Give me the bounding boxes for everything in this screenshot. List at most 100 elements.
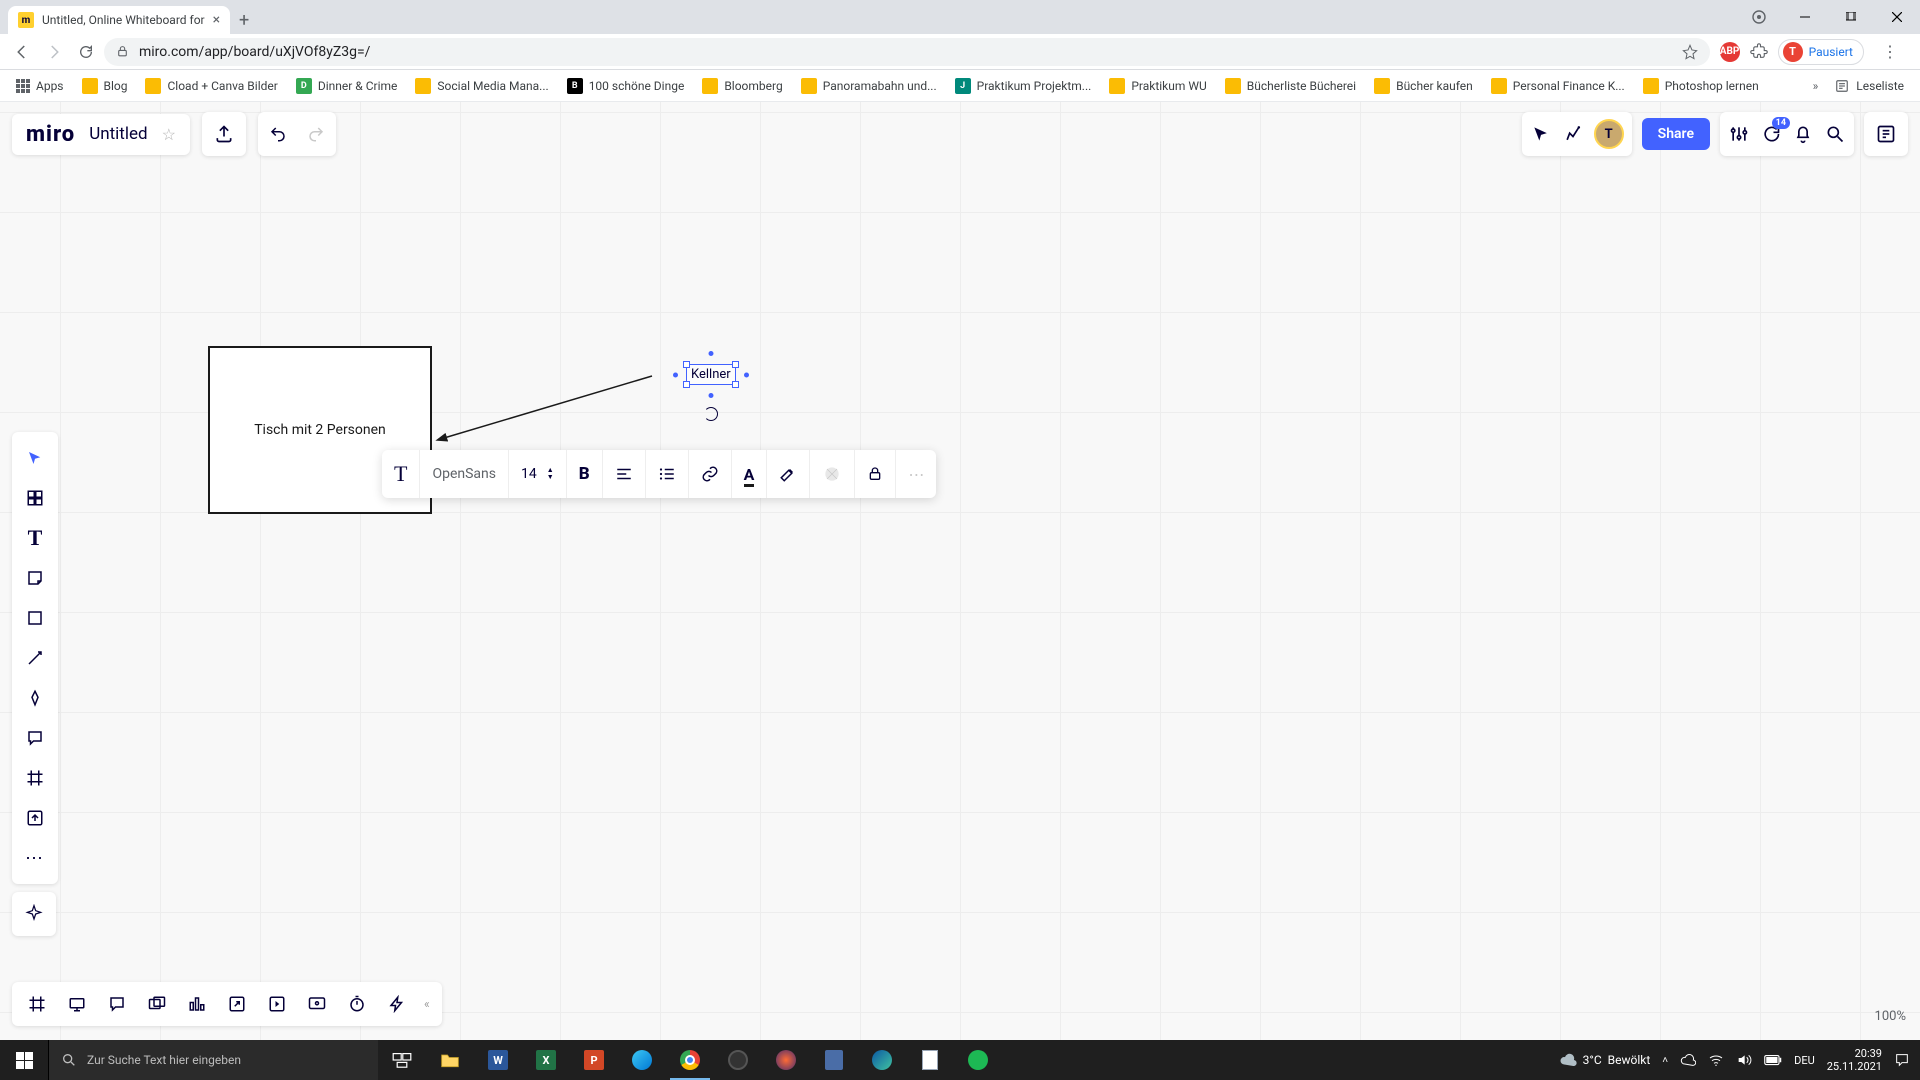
bookmark-item[interactable]: Social Media Mana... bbox=[407, 74, 556, 98]
timer-button[interactable] bbox=[338, 986, 376, 1022]
comment-tool[interactable] bbox=[12, 718, 58, 758]
bookmark-item[interactable]: Praktikum WU bbox=[1101, 74, 1214, 98]
resize-handle-ne[interactable] bbox=[732, 361, 739, 368]
spotify-icon[interactable] bbox=[954, 1040, 1002, 1080]
shape-tool[interactable] bbox=[12, 598, 58, 638]
app-icon-2[interactable] bbox=[810, 1040, 858, 1080]
maximize-window-button[interactable] bbox=[1828, 0, 1874, 34]
font-size-input[interactable]: 14 ▲▼ bbox=[509, 450, 567, 498]
connection-point-n[interactable] bbox=[708, 351, 713, 356]
powerpoint-icon[interactable]: P bbox=[570, 1040, 618, 1080]
start-button[interactable] bbox=[0, 1040, 48, 1080]
app-icon-1[interactable] bbox=[762, 1040, 810, 1080]
text-type-button[interactable]: T bbox=[382, 450, 420, 498]
bookmark-star-icon[interactable] bbox=[1682, 44, 1698, 60]
chrome-menu-icon[interactable]: ⋮ bbox=[1874, 42, 1906, 61]
edge-legacy-icon[interactable] bbox=[618, 1040, 666, 1080]
open-link-button[interactable] bbox=[218, 986, 256, 1022]
bookmark-item[interactable]: B100 schöne Dinge bbox=[559, 74, 693, 98]
word-icon[interactable]: W bbox=[474, 1040, 522, 1080]
activity-panel-button[interactable] bbox=[1864, 112, 1908, 156]
bookmark-item[interactable]: Photoshop lernen bbox=[1635, 74, 1767, 98]
resize-handle-se[interactable] bbox=[732, 381, 739, 388]
text-color-button[interactable]: A bbox=[732, 450, 768, 498]
card-button[interactable] bbox=[138, 986, 176, 1022]
close-window-button[interactable] bbox=[1874, 0, 1920, 34]
profile-button[interactable]: T Pausiert bbox=[1778, 39, 1864, 65]
tray-chevron-icon[interactable]: ˄ bbox=[1662, 1055, 1668, 1066]
browser-tab[interactable]: m Untitled, Online Whiteboard for × bbox=[8, 6, 230, 34]
extensions-icon[interactable] bbox=[1750, 43, 1768, 61]
user-avatar[interactable]: T bbox=[1594, 119, 1624, 149]
undo-button[interactable] bbox=[268, 125, 288, 143]
bookmark-overflow-icon[interactable]: » bbox=[1813, 79, 1819, 93]
link-button[interactable] bbox=[689, 450, 732, 498]
canvas-arrow[interactable] bbox=[432, 372, 672, 452]
resize-handle-nw[interactable] bbox=[683, 361, 690, 368]
redo-button[interactable] bbox=[306, 125, 326, 143]
lock-button[interactable] bbox=[855, 450, 896, 498]
bookmark-item[interactable]: Panoramabahn und... bbox=[793, 74, 945, 98]
selected-text-element[interactable]: Kellner bbox=[686, 364, 736, 385]
task-view-icon[interactable] bbox=[378, 1040, 426, 1080]
bookmark-item[interactable]: Blog bbox=[74, 74, 136, 98]
connection-point-e[interactable] bbox=[744, 372, 749, 377]
screen-share-button[interactable] bbox=[298, 986, 336, 1022]
bookmark-item[interactable]: Bücher kaufen bbox=[1366, 74, 1481, 98]
embed-button[interactable] bbox=[258, 986, 296, 1022]
highlight-button[interactable] bbox=[767, 450, 810, 498]
rotate-handle-icon[interactable] bbox=[704, 407, 718, 421]
edge-icon[interactable] bbox=[858, 1040, 906, 1080]
obs-icon[interactable] bbox=[714, 1040, 762, 1080]
favorite-star-icon[interactable]: ☆ bbox=[162, 125, 176, 144]
battery-icon[interactable] bbox=[1764, 1054, 1782, 1066]
bold-button[interactable]: B bbox=[567, 450, 603, 498]
onedrive-icon[interactable] bbox=[1680, 1052, 1696, 1068]
voting-button[interactable] bbox=[178, 986, 216, 1022]
miro-logo[interactable]: miro bbox=[26, 122, 75, 147]
list-button[interactable] bbox=[646, 450, 689, 498]
taskbar-search[interactable]: Zur Suche Text hier eingeben bbox=[48, 1040, 378, 1080]
line-tool[interactable] bbox=[12, 638, 58, 678]
bookmark-item[interactable]: DDinner & Crime bbox=[288, 74, 406, 98]
collapse-toolbar-icon[interactable]: « bbox=[418, 997, 436, 1011]
export-button[interactable] bbox=[202, 112, 246, 156]
resize-handle-sw[interactable] bbox=[683, 381, 690, 388]
action-center-icon[interactable] bbox=[1894, 1052, 1910, 1068]
bookmark-item[interactable]: Cload + Canva Bilder bbox=[137, 74, 285, 98]
abp-extension-icon[interactable]: ABP bbox=[1720, 42, 1740, 62]
activity-button[interactable] bbox=[378, 986, 416, 1022]
presentation-button[interactable] bbox=[58, 986, 96, 1022]
sticky-note-tool[interactable] bbox=[12, 558, 58, 598]
templates-tool[interactable] bbox=[12, 478, 58, 518]
more-tools[interactable]: ⋯ bbox=[12, 838, 58, 878]
bookmark-item[interactable]: Bloomberg bbox=[694, 74, 790, 98]
pen-tool[interactable] bbox=[12, 678, 58, 718]
wifi-icon[interactable] bbox=[1708, 1052, 1724, 1068]
bookmark-item[interactable]: Personal Finance K... bbox=[1483, 74, 1633, 98]
volume-icon[interactable] bbox=[1736, 1052, 1752, 1068]
magic-tool[interactable] bbox=[12, 892, 56, 936]
select-tool[interactable] bbox=[12, 438, 58, 478]
close-tab-icon[interactable]: × bbox=[213, 12, 220, 28]
cursor-follow-icon[interactable] bbox=[1530, 123, 1552, 145]
reload-button[interactable] bbox=[72, 38, 100, 66]
frames-panel-button[interactable] bbox=[18, 986, 56, 1022]
font-size-spinner[interactable]: ▲▼ bbox=[547, 467, 554, 481]
explorer-icon[interactable] bbox=[426, 1040, 474, 1080]
forward-button[interactable] bbox=[40, 38, 68, 66]
reading-list-button[interactable]: Leseliste bbox=[1826, 74, 1912, 98]
text-tool[interactable]: T bbox=[12, 518, 58, 558]
comments-panel-button[interactable] bbox=[98, 986, 136, 1022]
connection-point-s[interactable] bbox=[708, 393, 713, 398]
new-tab-button[interactable]: + bbox=[230, 6, 258, 34]
comments-icon[interactable]: 14 bbox=[1760, 123, 1782, 145]
bookmark-apps[interactable]: Apps bbox=[8, 75, 72, 97]
font-family-select[interactable]: OpenSans bbox=[420, 450, 509, 498]
align-button[interactable] bbox=[603, 450, 646, 498]
weather-widget[interactable]: 3°C Bewölkt bbox=[1559, 1051, 1651, 1069]
connection-point-w[interactable] bbox=[673, 372, 678, 377]
settings-sliders-icon[interactable] bbox=[1728, 123, 1750, 145]
board-title[interactable]: Untitled bbox=[89, 124, 147, 144]
minimize-window-button[interactable] bbox=[1782, 0, 1828, 34]
